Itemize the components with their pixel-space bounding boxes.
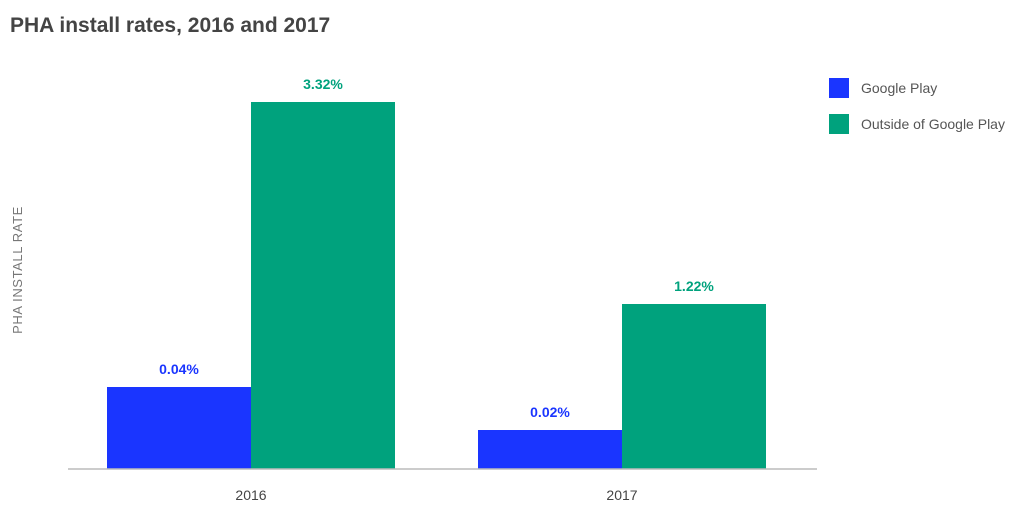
- chart-title: PHA install rates, 2016 and 2017: [10, 14, 331, 37]
- legend-label-0: Google Play: [861, 80, 937, 96]
- data-label-2017-1: 1.22%: [674, 278, 714, 294]
- data-label-2016-0: 0.04%: [159, 361, 199, 377]
- x-tick-label-2017: 2017: [606, 487, 637, 503]
- labels-layer: 0.04% 3.32% 2016 0.02% 1.22% 2017: [159, 76, 714, 503]
- data-label-2016-1: 3.32%: [303, 76, 343, 92]
- data-label-2017-0: 0.02%: [530, 404, 570, 420]
- bar-2016-1: [251, 102, 395, 469]
- legend-swatch-0: [829, 78, 849, 98]
- legend-label-1: Outside of Google Play: [861, 116, 1005, 132]
- legend-swatch-1: [829, 114, 849, 134]
- bar-2017-1: [622, 304, 766, 469]
- bars-layer: [107, 102, 766, 469]
- x-tick-label-2016: 2016: [235, 487, 266, 503]
- bar-2016-0: [107, 387, 251, 469]
- legend: Google Play Outside of Google Play: [829, 78, 1005, 134]
- y-axis-label: PHA INSTALL RATE: [10, 206, 25, 334]
- bar-2017-0: [478, 430, 622, 469]
